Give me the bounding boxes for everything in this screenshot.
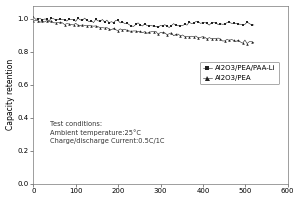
Y-axis label: Capacity retention: Capacity retention — [6, 59, 15, 130]
Al2O3/PEA — [76, 24, 80, 26]
Al2O3/PEA/PAA-Li — [252, 24, 256, 26]
Line: Al2O3/PEA: Al2O3/PEA — [32, 19, 255, 45]
Al2O3/PEA — [252, 41, 256, 44]
Al2O3/PEA — [243, 39, 247, 41]
Al2O3/PEA — [85, 25, 89, 27]
Al2O3/PEA/PAA-Li — [163, 23, 166, 26]
Al2O3/PEA/PAA-Li — [74, 20, 77, 23]
Al2O3/PEA/PAA-Li — [167, 26, 171, 29]
Text: Test conditions:
Ambient temperature:25°C
Charge/discharge Current:0.5C/1C: Test conditions: Ambient temperature:25°… — [50, 121, 165, 144]
Al2O3/PEA/PAA-Li — [83, 17, 86, 19]
Al2O3/PEA — [32, 20, 35, 22]
Line: Al2O3/PEA/PAA-Li: Al2O3/PEA/PAA-Li — [32, 16, 255, 29]
Al2O3/PEA — [245, 42, 249, 45]
Al2O3/PEA — [165, 33, 169, 36]
Al2O3/PEA — [147, 31, 151, 33]
Al2O3/PEA/PAA-Li — [145, 24, 149, 27]
Al2O3/PEA — [34, 19, 38, 22]
Al2O3/PEA/PAA-Li — [243, 23, 247, 26]
Al2O3/PEA — [236, 39, 240, 41]
Al2O3/PEA/PAA-Li — [32, 16, 35, 18]
Legend: Al2O3/PEA/PAA-Li, Al2O3/PEA: Al2O3/PEA/PAA-Li, Al2O3/PEA — [200, 62, 279, 84]
Al2O3/PEA/PAA-Li — [236, 23, 240, 25]
